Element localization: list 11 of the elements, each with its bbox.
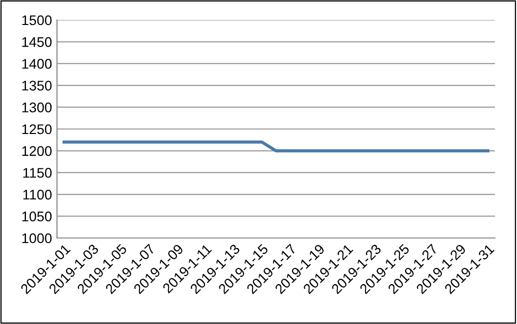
- y-tick-label: 1250: [22, 124, 52, 134]
- y-tick-label: 1350: [22, 80, 52, 91]
- y-tick-label: 1000: [22, 233, 52, 244]
- y-tick-label: 1150: [23, 168, 52, 178]
- y-tick-label: 1400: [22, 58, 52, 69]
- y-tick-label: 1100: [23, 190, 52, 200]
- y-tick-label: 1050: [22, 212, 52, 222]
- y-tick-label: 1450: [22, 37, 52, 47]
- y-tick-label: 1500: [22, 15, 52, 26]
- y-tick-label: 1300: [22, 102, 52, 112]
- y-tick-label: 1200: [22, 146, 52, 156]
